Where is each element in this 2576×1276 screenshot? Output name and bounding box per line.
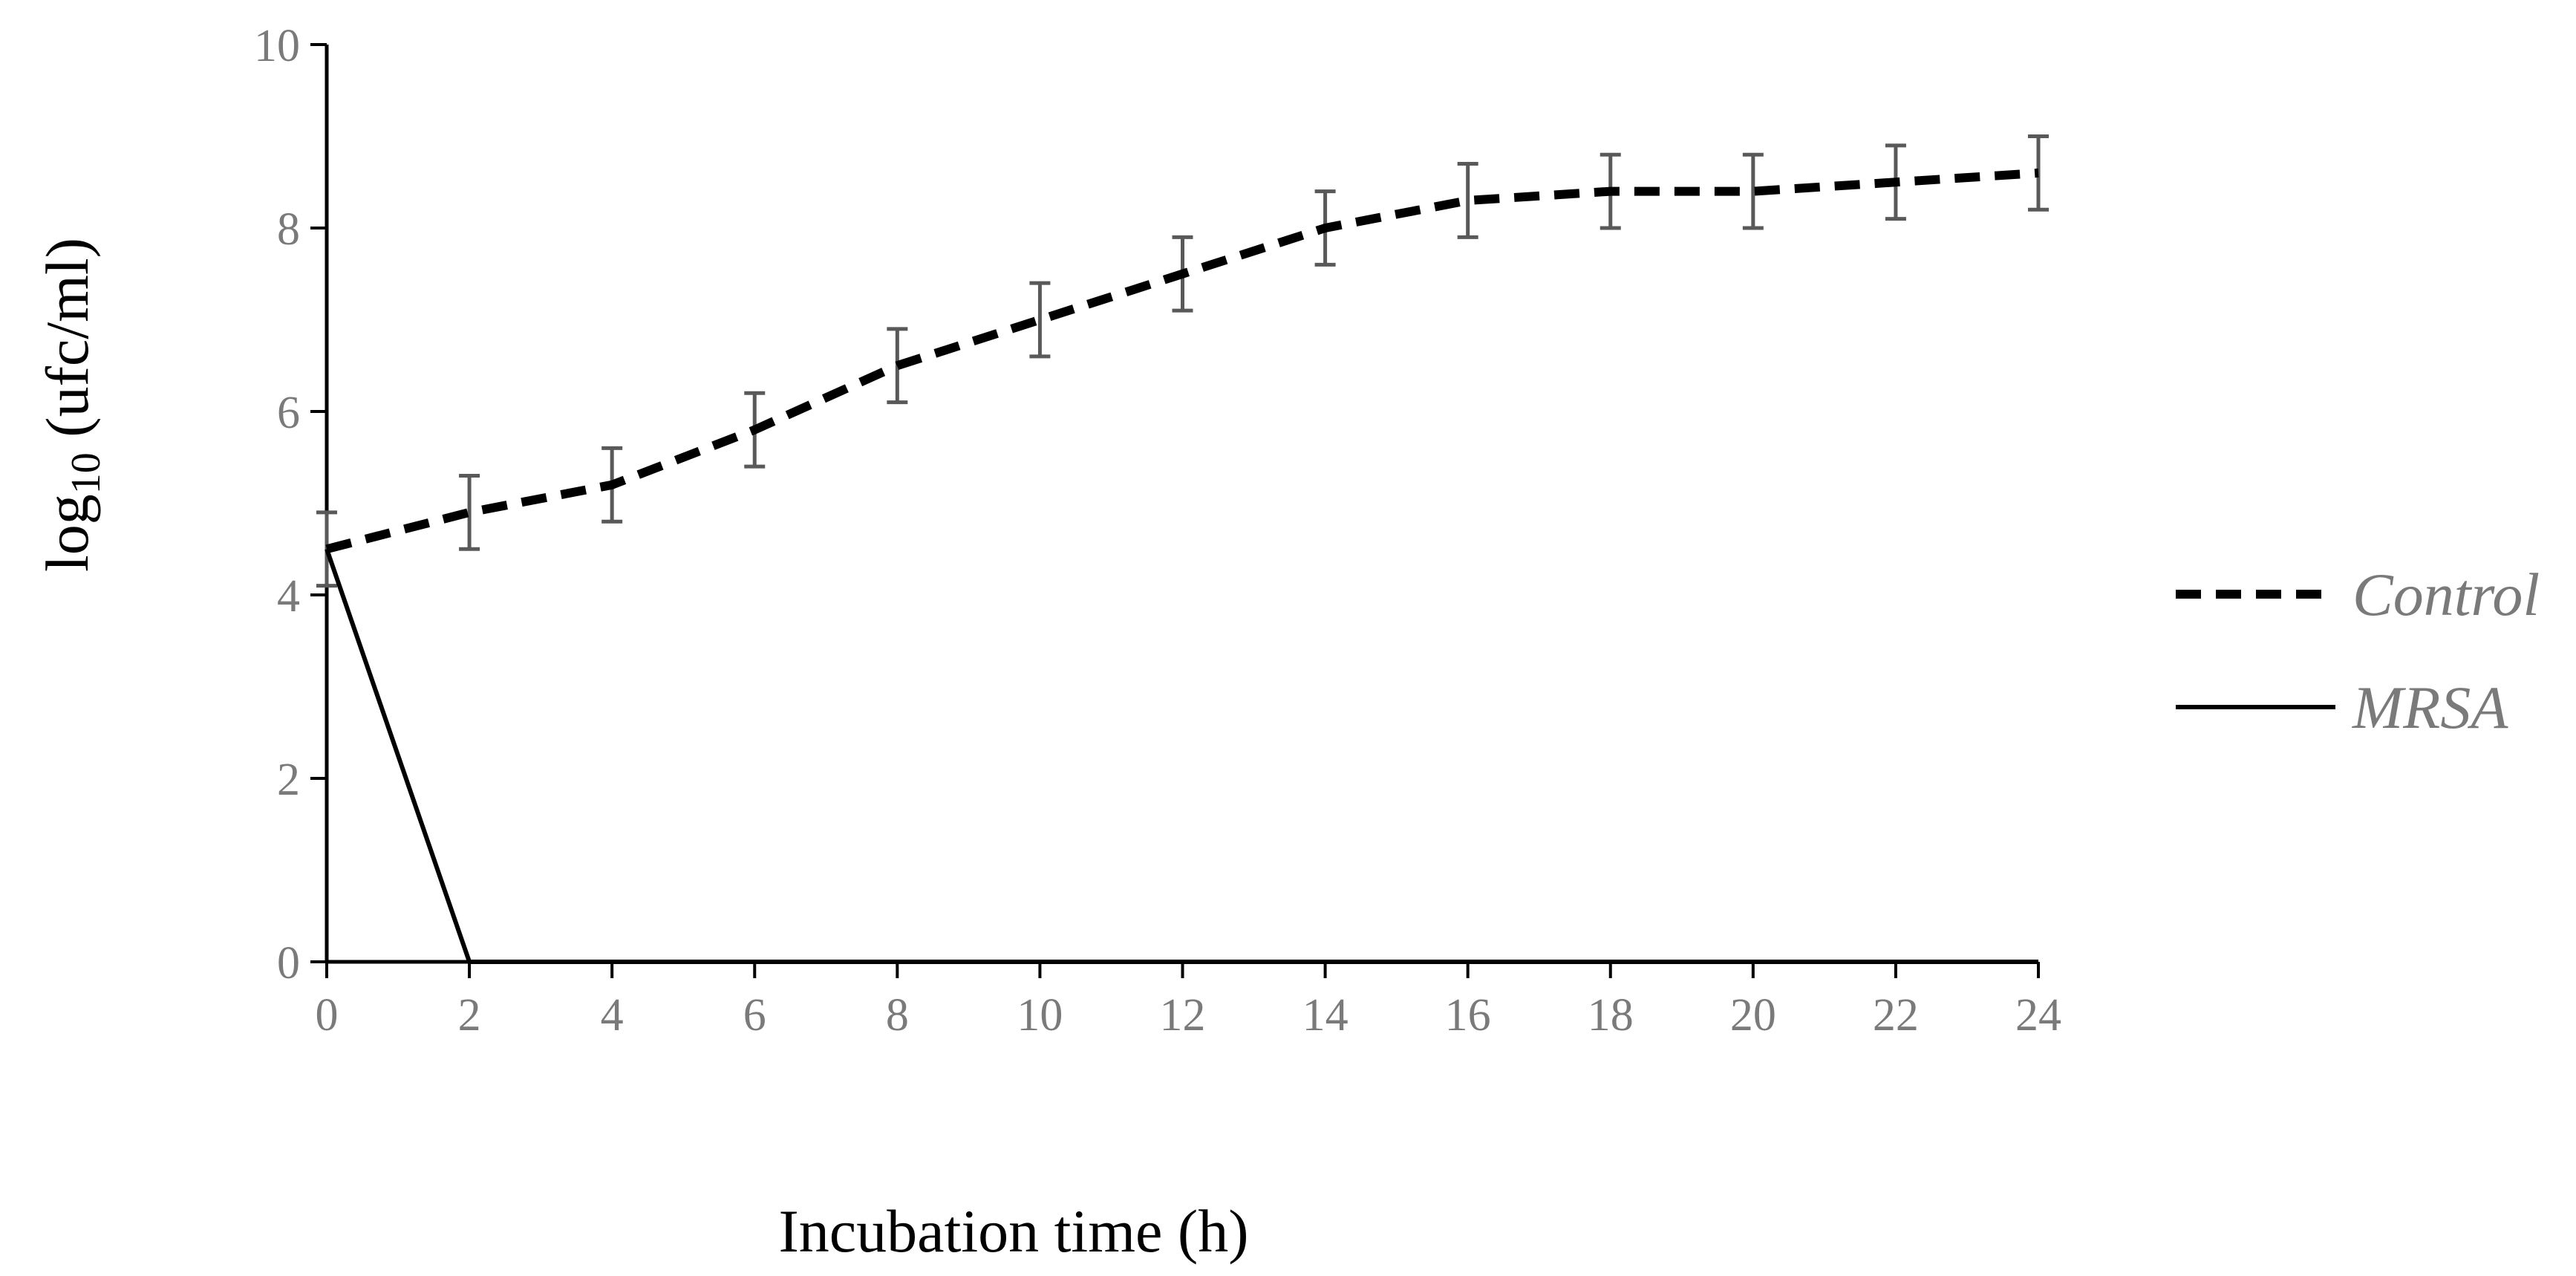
- x-tick-label: 2: [458, 990, 481, 1041]
- x-tick-label: 12: [1160, 990, 1206, 1041]
- x-tick-label: 14: [1302, 990, 1349, 1041]
- legend-label-mrsa: MRSA: [2352, 674, 2508, 741]
- x-tick-label: 18: [1588, 990, 1634, 1041]
- series-line-mrsa: [325, 548, 2038, 964]
- y-tick-label: 0: [277, 938, 300, 989]
- y-tick-label: 10: [254, 21, 300, 71]
- x-tick-label: 6: [743, 990, 766, 1041]
- x-tick-label: 24: [2015, 990, 2061, 1041]
- error-bars: [316, 134, 2049, 588]
- x-tick-label: 4: [601, 990, 624, 1041]
- y-axis-title: log10 (ufc/ml): [33, 238, 109, 572]
- axes: [325, 45, 2038, 964]
- series-lines: [325, 168, 2039, 964]
- x-tick-label: 0: [316, 990, 339, 1041]
- x-tick-label: 22: [1873, 990, 1919, 1041]
- y-axis-title-subscript: 10: [63, 452, 109, 494]
- y-axis-title-rest: (ufc/ml): [33, 238, 101, 452]
- y-tick-label: 2: [277, 755, 300, 805]
- y-tick-label: 4: [277, 571, 300, 622]
- y-tick-label: 8: [277, 204, 300, 255]
- x-tick-label: 20: [1730, 990, 1776, 1041]
- x-tick-label: 16: [1445, 990, 1491, 1041]
- x-axis-title: Incubation time (h): [778, 1197, 1248, 1265]
- y-axis-title-main: log: [33, 494, 101, 572]
- series-line-control: [325, 168, 2039, 554]
- x-tick-label: 10: [1017, 990, 1063, 1041]
- x-tick-label: 8: [886, 990, 909, 1041]
- legend: Control MRSA: [2176, 561, 2540, 741]
- y-tick-label: 6: [277, 388, 300, 438]
- legend-label-control: Control: [2352, 561, 2540, 628]
